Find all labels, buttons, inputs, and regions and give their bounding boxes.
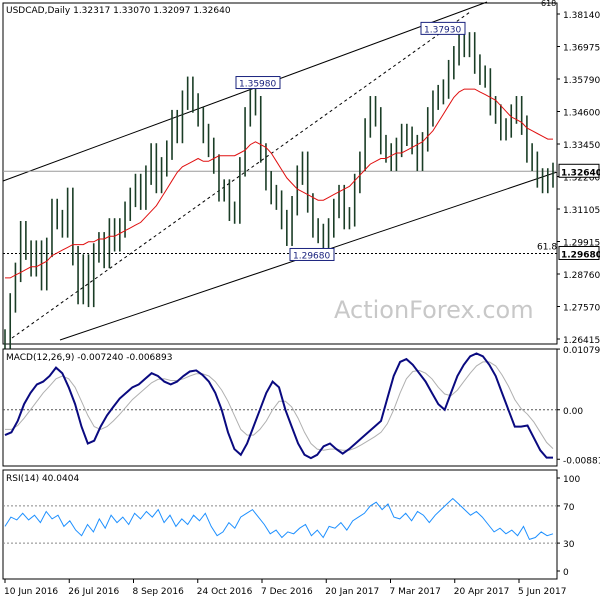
x-tick-label: 24 Oct 2016 — [197, 587, 253, 597]
price-y-tick-label: 1.33450 — [563, 141, 600, 151]
price-y-tick-label: 1.35790 — [563, 76, 600, 86]
x-tick-label: 20 Apr 2017 — [454, 587, 510, 597]
price-y-tick-label: 1.28760 — [563, 271, 600, 281]
price-y-tick-label: 1.32260 — [563, 174, 600, 184]
price-y-tick-label: 1.31105 — [563, 206, 600, 216]
annotation-label: 1.29680 — [293, 251, 330, 261]
price-y-tick-label: 1.27570 — [563, 304, 600, 314]
level-price-box — [558, 245, 600, 260]
x-tick-label: 20 Jan 2017 — [325, 587, 379, 597]
rsi-title: RSI(14) 40.0404 — [6, 474, 79, 484]
price-y-tick-label: 1.34600 — [563, 109, 600, 119]
annotation-box — [289, 247, 335, 261]
last-price-label: 1.32640 — [561, 168, 600, 178]
x-tick-label: 7 Dec 2016 — [261, 587, 313, 597]
channel-upper-line — [2, 1, 488, 182]
x-tick-label: 26 Jul 2016 — [68, 587, 119, 597]
macd-title: MACD(12,26,9) -0.007240 -0.006893 — [6, 353, 172, 363]
moving-average-line — [5, 88, 553, 279]
macd-panel-frame — [2, 348, 558, 467]
x-tick-label: 10 Jun 2016 — [4, 587, 58, 597]
rsi-y-tick-label: 100 — [563, 475, 580, 485]
x-tick-label: 7 Mar 2017 — [390, 587, 441, 597]
channel-mid-dashed-line — [11, 11, 471, 339]
rsi-line — [4, 497, 554, 541]
fib-label: 61.8 — [537, 242, 557, 252]
macd-y-tick-label: -0.008813 — [563, 456, 600, 466]
macd-signal-line — [5, 361, 554, 451]
price-y-tick-label: 1.36975 — [563, 44, 600, 54]
x-tick-label: 8 Sep 2016 — [133, 587, 185, 597]
symbol-header: USDCAD,Daily 1.32317 1.33070 1.32097 1.3… — [6, 6, 231, 16]
annotation-label: 1.37930 — [424, 25, 461, 35]
rsi-panel-frame — [2, 469, 558, 580]
macd-y-tick-label: 0.00 — [563, 407, 583, 417]
top-right-label: 618 — [541, 0, 556, 8]
last-price-box — [558, 163, 600, 178]
watermark-text: ActionForex.com — [334, 296, 534, 324]
rsi-y-tick-label: 0 — [563, 568, 569, 578]
level-price-label: 1.29680 — [561, 250, 600, 260]
macd-line — [4, 352, 553, 460]
price-panel-frame — [2, 2, 558, 345]
annotation-box — [235, 76, 281, 90]
rsi-y-tick-label: 30 — [563, 540, 575, 550]
price-y-tick-label: 1.29915 — [563, 239, 600, 249]
macd-y-tick-label: 0.010797 — [563, 346, 600, 356]
price-y-tick-label: 1.38140 — [563, 11, 600, 21]
price-y-tick-label: 1.26415 — [563, 336, 600, 346]
annotation-label: 1.35980 — [239, 80, 276, 90]
rsi-y-tick-label: 70 — [563, 503, 575, 513]
annotation-box — [420, 21, 466, 35]
x-tick-label: 5 Jun 2017 — [518, 587, 566, 597]
